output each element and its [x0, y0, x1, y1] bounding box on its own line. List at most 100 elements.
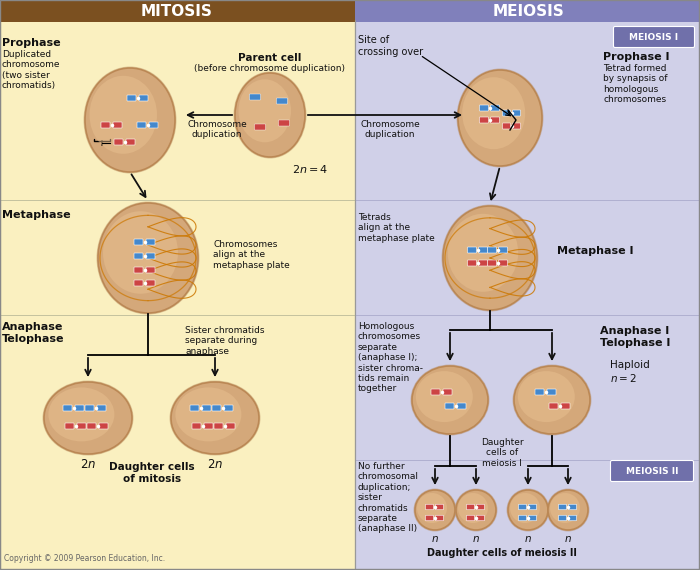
- Ellipse shape: [98, 203, 198, 313]
- FancyBboxPatch shape: [279, 120, 290, 126]
- FancyBboxPatch shape: [127, 95, 136, 101]
- Ellipse shape: [415, 490, 455, 530]
- FancyBboxPatch shape: [134, 267, 143, 273]
- Ellipse shape: [518, 371, 575, 422]
- FancyBboxPatch shape: [568, 515, 577, 521]
- FancyBboxPatch shape: [613, 26, 694, 47]
- Ellipse shape: [43, 381, 134, 455]
- FancyBboxPatch shape: [479, 260, 487, 266]
- FancyBboxPatch shape: [519, 515, 526, 521]
- Ellipse shape: [410, 364, 489, 435]
- Ellipse shape: [103, 211, 178, 294]
- FancyBboxPatch shape: [0, 20, 355, 570]
- Ellipse shape: [90, 76, 157, 154]
- FancyBboxPatch shape: [435, 515, 444, 521]
- Text: Anaphase I
Telophase I: Anaphase I Telophase I: [600, 326, 671, 348]
- FancyBboxPatch shape: [202, 405, 211, 411]
- FancyBboxPatch shape: [431, 389, 440, 395]
- Text: Prophase: Prophase: [2, 38, 61, 48]
- Text: MEIOSIS: MEIOSIS: [492, 3, 564, 18]
- FancyBboxPatch shape: [146, 253, 155, 259]
- FancyBboxPatch shape: [249, 94, 260, 100]
- FancyBboxPatch shape: [190, 405, 199, 411]
- Ellipse shape: [510, 493, 540, 523]
- Ellipse shape: [239, 79, 291, 142]
- Ellipse shape: [458, 493, 488, 523]
- FancyBboxPatch shape: [512, 123, 521, 129]
- FancyBboxPatch shape: [146, 239, 155, 245]
- Ellipse shape: [85, 68, 175, 172]
- FancyBboxPatch shape: [75, 405, 84, 411]
- Ellipse shape: [458, 70, 542, 166]
- FancyBboxPatch shape: [77, 423, 86, 429]
- FancyBboxPatch shape: [559, 504, 566, 510]
- Text: Site of
crossing over: Site of crossing over: [358, 35, 423, 56]
- Ellipse shape: [412, 366, 488, 434]
- FancyBboxPatch shape: [503, 123, 510, 129]
- FancyBboxPatch shape: [610, 461, 694, 482]
- FancyBboxPatch shape: [487, 260, 496, 266]
- FancyBboxPatch shape: [503, 110, 510, 116]
- FancyBboxPatch shape: [87, 423, 96, 429]
- FancyBboxPatch shape: [547, 389, 556, 395]
- Text: Daughter
cells of
meiosis I: Daughter cells of meiosis I: [481, 438, 524, 468]
- Ellipse shape: [44, 382, 132, 454]
- Ellipse shape: [462, 77, 525, 149]
- FancyBboxPatch shape: [512, 110, 521, 116]
- FancyBboxPatch shape: [97, 405, 106, 411]
- FancyBboxPatch shape: [126, 139, 135, 145]
- FancyBboxPatch shape: [487, 247, 496, 253]
- FancyBboxPatch shape: [146, 280, 155, 286]
- Ellipse shape: [550, 493, 580, 523]
- FancyBboxPatch shape: [224, 405, 233, 411]
- Text: Daughter cells
of mitosis: Daughter cells of mitosis: [109, 462, 195, 483]
- Text: (before chromosome duplication): (before chromosome duplication): [195, 64, 346, 73]
- Text: No further
chromosomal
duplication;
sister
chromatids
separate
(anaphase II): No further chromosomal duplication; sist…: [358, 462, 419, 534]
- Ellipse shape: [176, 388, 241, 441]
- Text: Chromosome
duplication: Chromosome duplication: [187, 120, 247, 140]
- FancyBboxPatch shape: [355, 0, 700, 22]
- Text: Haploid
$n = 2$: Haploid $n = 2$: [610, 360, 650, 384]
- FancyBboxPatch shape: [134, 253, 143, 259]
- FancyBboxPatch shape: [443, 389, 452, 395]
- FancyBboxPatch shape: [101, 122, 110, 128]
- FancyBboxPatch shape: [466, 504, 475, 510]
- Ellipse shape: [416, 371, 472, 422]
- Ellipse shape: [234, 71, 307, 158]
- FancyBboxPatch shape: [559, 515, 566, 521]
- Ellipse shape: [171, 382, 259, 454]
- Text: Daughter cells of meiosis II: Daughter cells of meiosis II: [427, 548, 577, 558]
- Text: $2n$: $2n$: [80, 458, 96, 471]
- Ellipse shape: [48, 388, 114, 441]
- Ellipse shape: [414, 488, 456, 531]
- Text: $2n$: $2n$: [207, 458, 223, 471]
- Ellipse shape: [454, 488, 498, 531]
- FancyBboxPatch shape: [212, 405, 221, 411]
- Text: MEIOSIS II: MEIOSIS II: [626, 466, 678, 475]
- FancyBboxPatch shape: [549, 403, 558, 409]
- FancyBboxPatch shape: [226, 423, 235, 429]
- FancyBboxPatch shape: [491, 105, 500, 111]
- Text: Tetrad formed
by synapsis of
homologous
chromosomes: Tetrad formed by synapsis of homologous …: [603, 64, 668, 104]
- FancyBboxPatch shape: [426, 515, 433, 521]
- FancyBboxPatch shape: [519, 504, 526, 510]
- Text: MEIOSIS I: MEIOSIS I: [629, 32, 678, 42]
- FancyBboxPatch shape: [192, 423, 201, 429]
- FancyBboxPatch shape: [445, 403, 454, 409]
- Text: Metaphase I: Metaphase I: [557, 246, 634, 256]
- Text: Chromosome
duplication: Chromosome duplication: [360, 120, 420, 140]
- FancyBboxPatch shape: [99, 423, 108, 429]
- Text: Homologous
chromosomes
separate
(anaphase I);
sister chroma-
tids remain
togethe: Homologous chromosomes separate (anaphas…: [358, 322, 423, 393]
- Text: Duplicated
chromosome
(two sister
chromatids): Duplicated chromosome (two sister chroma…: [2, 50, 60, 90]
- Text: Metaphase: Metaphase: [2, 210, 71, 220]
- Ellipse shape: [514, 366, 590, 434]
- FancyBboxPatch shape: [114, 139, 123, 145]
- FancyBboxPatch shape: [491, 117, 500, 123]
- Text: Parent cell: Parent cell: [238, 53, 302, 63]
- FancyBboxPatch shape: [568, 504, 577, 510]
- FancyBboxPatch shape: [134, 239, 143, 245]
- FancyBboxPatch shape: [276, 98, 288, 104]
- FancyBboxPatch shape: [204, 423, 213, 429]
- FancyBboxPatch shape: [85, 405, 94, 411]
- FancyBboxPatch shape: [255, 124, 265, 130]
